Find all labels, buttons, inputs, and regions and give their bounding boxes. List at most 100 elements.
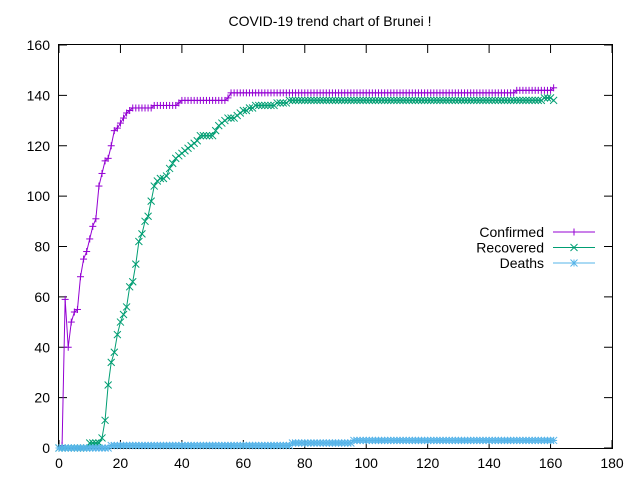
data-point	[393, 96, 401, 105]
data-point	[196, 131, 205, 140]
data-point	[144, 212, 152, 221]
x-tick-label: 40	[174, 455, 190, 471]
data-point	[257, 101, 266, 110]
data-point	[463, 96, 472, 105]
x-tick-label: 80	[297, 455, 313, 471]
data-point	[113, 330, 122, 339]
y-tick-label: 120	[27, 138, 51, 154]
data-point	[285, 96, 294, 105]
data-point	[488, 96, 497, 105]
data-point	[104, 154, 112, 162]
data-point	[331, 96, 340, 105]
series-recovered	[55, 94, 558, 452]
data-point	[83, 248, 91, 256]
data-point	[368, 96, 377, 105]
legend-swatch-marker	[570, 243, 578, 252]
x-tick-label: 160	[539, 455, 563, 471]
data-point	[356, 96, 364, 105]
data-point	[101, 416, 109, 425]
data-point	[433, 96, 441, 105]
data-point	[479, 96, 487, 105]
data-point	[322, 96, 331, 105]
data-point	[303, 96, 312, 105]
data-point	[466, 96, 475, 105]
data-point	[264, 101, 272, 110]
data-point	[519, 96, 527, 105]
data-point	[414, 96, 423, 105]
data-point	[423, 96, 432, 105]
data-point	[141, 217, 149, 226]
data-point	[347, 96, 355, 105]
data-point	[156, 174, 165, 183]
data-point	[503, 96, 512, 105]
data-point	[77, 273, 85, 281]
data-point	[98, 434, 106, 442]
data-point	[147, 197, 156, 206]
data-point	[168, 159, 177, 168]
data-point	[138, 230, 146, 238]
data-point	[288, 96, 297, 105]
legend-label: Deaths	[500, 255, 544, 271]
data-point	[224, 94, 232, 102]
data-point	[399, 96, 407, 105]
plot-border	[58, 44, 613, 449]
data-point	[528, 96, 536, 105]
x-tick-label: 60	[236, 455, 252, 471]
data-point	[260, 101, 269, 110]
data-point	[162, 172, 171, 180]
data-point	[411, 96, 420, 105]
data-point	[120, 114, 128, 122]
y-tick-label: 60	[34, 289, 50, 305]
data-point	[340, 96, 349, 105]
data-point	[460, 96, 469, 105]
series-line	[59, 97, 554, 449]
data-point	[328, 96, 337, 105]
series-group	[55, 84, 558, 452]
data-point	[313, 96, 321, 105]
data-point	[445, 96, 454, 105]
data-point	[420, 96, 429, 105]
data-point	[89, 222, 97, 230]
data-point	[457, 96, 466, 105]
data-point	[408, 96, 417, 105]
data-point	[512, 96, 521, 105]
data-point	[549, 436, 558, 445]
data-point	[300, 96, 309, 105]
series-confirmed	[55, 84, 558, 452]
data-point	[534, 96, 543, 105]
data-point	[113, 124, 121, 132]
data-point	[522, 96, 530, 105]
data-point	[350, 96, 358, 105]
y-tick-label: 160	[27, 37, 51, 53]
data-point	[550, 84, 558, 92]
data-point	[448, 96, 457, 105]
data-point	[307, 96, 315, 105]
data-point	[442, 96, 450, 105]
data-point	[343, 96, 352, 105]
data-point	[239, 106, 248, 115]
data-point	[390, 96, 398, 105]
data-point	[107, 358, 116, 367]
data-point	[202, 131, 211, 140]
series-deaths	[55, 436, 558, 452]
data-point	[426, 96, 435, 105]
data-point	[334, 96, 343, 105]
data-point	[107, 142, 115, 150]
data-point	[291, 96, 300, 105]
data-point	[540, 94, 549, 102]
data-point	[254, 101, 263, 110]
data-point	[386, 96, 395, 105]
data-point	[396, 96, 404, 105]
data-point	[525, 96, 533, 105]
data-point	[64, 343, 72, 351]
data-point	[380, 96, 389, 105]
data-point	[116, 119, 124, 127]
data-point	[319, 96, 328, 105]
data-point	[454, 96, 463, 105]
data-point	[494, 96, 503, 105]
data-point	[131, 260, 140, 268]
data-point	[80, 255, 88, 263]
data-point	[205, 131, 214, 140]
data-point	[337, 96, 346, 105]
